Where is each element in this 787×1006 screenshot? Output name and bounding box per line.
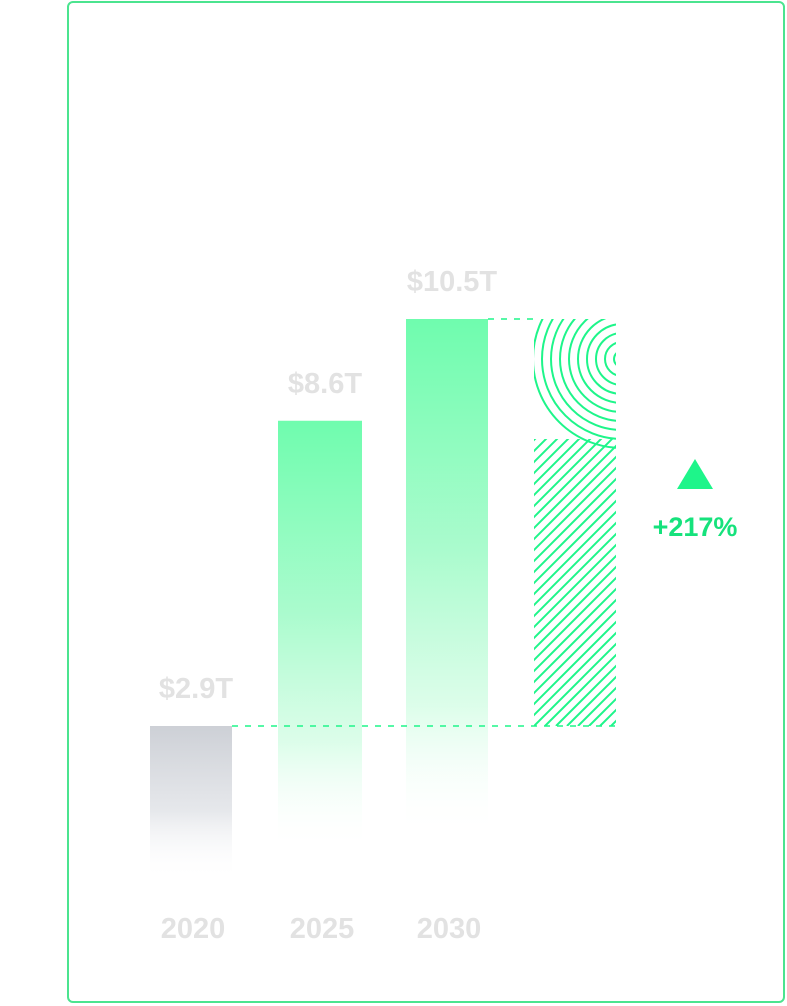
hatch-stripe: [776, 319, 787, 726]
hatch-stripe: [743, 319, 787, 726]
hatch-stripe: [534, 587, 616, 673]
hatch-arc: [541, 319, 616, 440]
hatch-stripe: [534, 499, 616, 585]
hatch-stripe: [534, 609, 616, 695]
hatch-stripe: [534, 598, 616, 684]
hatch-stripe: [534, 319, 590, 376]
hatch-stripe: [534, 642, 616, 726]
growth-up-arrow-icon: [677, 459, 713, 489]
hatch-arc: [595, 332, 616, 386]
hatch-stripe: [754, 319, 787, 726]
year-label-2020: 2020: [161, 913, 226, 945]
year-label-2025: 2025: [290, 913, 355, 945]
hatch-stripe: [544, 653, 616, 726]
hatch-stripe: [765, 319, 787, 726]
bar-2020: [150, 726, 232, 880]
hatch-arc: [604, 342, 616, 376]
value-label-2030: $10.5T: [407, 266, 498, 298]
value-label-2020: $2.9T: [159, 673, 233, 705]
bar-2025: [278, 420, 362, 850]
hatch-stripe: [534, 510, 616, 596]
bar-2030: [406, 319, 488, 835]
value-label-2025: $8.6T: [288, 368, 362, 400]
hatch-stripe: [534, 631, 616, 717]
hatch-arc: [586, 323, 616, 395]
hatch-arc: [613, 352, 616, 366]
hatch-stripe: [534, 455, 616, 541]
growth-percent-label: +217%: [653, 512, 738, 542]
hatch-arc-backdrop: [534, 319, 616, 439]
hatch-stripe: [534, 444, 616, 530]
hatch-arc: [577, 319, 616, 404]
year-label-2030: 2030: [417, 913, 482, 945]
hatch-arc: [568, 319, 616, 413]
hatch-arc: [559, 319, 616, 422]
hatch-stripe: [534, 620, 616, 706]
hatch-stripe: [534, 319, 579, 365]
hatch-stripe: [534, 488, 616, 574]
hatch-arc: [550, 319, 616, 431]
hatch-stripe: [534, 411, 616, 497]
hatch-stripe: [534, 319, 568, 354]
hatch-stripe: [534, 466, 616, 552]
hatch-stripe: [534, 477, 616, 563]
hatch-stripe: [534, 576, 616, 662]
hatch-stripe: [732, 319, 787, 726]
hatch-stripe: [534, 565, 616, 651]
